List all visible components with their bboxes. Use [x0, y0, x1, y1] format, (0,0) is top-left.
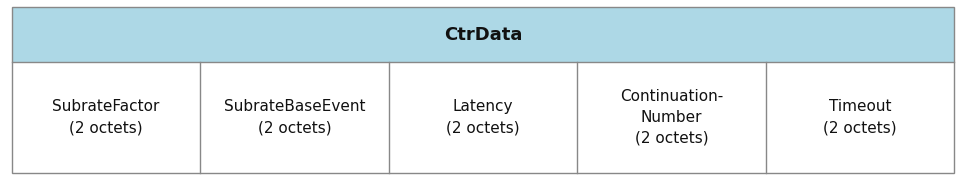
Text: (2 octets): (2 octets) [635, 130, 708, 145]
Text: (2 octets): (2 octets) [823, 120, 897, 135]
Text: SubrateBaseEvent: SubrateBaseEvent [224, 100, 365, 114]
Text: Number: Number [640, 110, 702, 125]
Bar [12, 7, 954, 62]
Text: (2 octets): (2 octets) [69, 120, 143, 135]
Bar [12, 62, 954, 173]
Text: (2 octets): (2 octets) [446, 120, 520, 135]
Text: (2 octets): (2 octets) [258, 120, 331, 135]
Text: Continuation-: Continuation- [620, 89, 724, 104]
Text: SubrateFactor: SubrateFactor [52, 100, 159, 114]
Text: CtrData: CtrData [443, 26, 523, 44]
Text: Latency: Latency [453, 100, 513, 114]
Text: Timeout: Timeout [829, 100, 892, 114]
